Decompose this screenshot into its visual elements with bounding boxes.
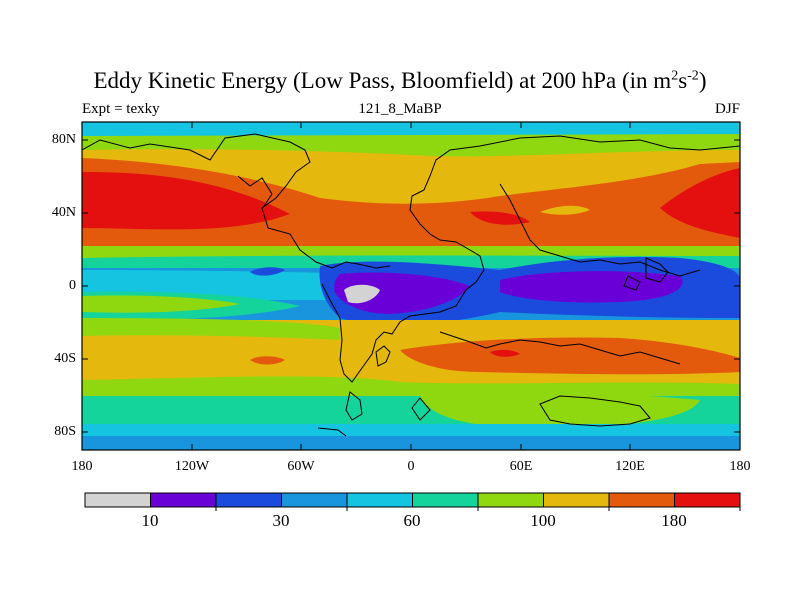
colorbar-label-10: 10 — [141, 511, 159, 530]
experiment-label: Expt = texky — [82, 101, 160, 117]
x-tick-180w: 180 — [71, 459, 93, 474]
y-tick-40s: 40S — [54, 351, 76, 366]
x-tick-180e: 180 — [729, 459, 751, 474]
x-tick-60w: 60W — [287, 459, 315, 474]
colorbar-swatch — [543, 492, 610, 508]
map-title: Eddy Kinetic Energy (Low Pass, Bloomfiel… — [93, 68, 707, 93]
x-tick-60e: 60E — [509, 459, 533, 474]
x-tick-120w: 120W — [174, 459, 210, 474]
colorbar-label-30: 30 — [272, 511, 290, 530]
colorbar-ticks — [215, 507, 741, 511]
coastlines — [82, 133, 740, 437]
axis-ticks — [81, 122, 741, 450]
colorbar-swatch — [150, 492, 217, 508]
colorbar-swatch — [281, 492, 348, 508]
colorbar-swatch — [346, 492, 413, 508]
x-tick-120e: 120E — [615, 459, 645, 474]
y-tick-80n: 80N — [51, 132, 76, 147]
x-tick-0: 0 — [407, 459, 415, 474]
colorbar-label-100: 100 — [530, 511, 556, 530]
season-label: DJF — [714, 101, 740, 117]
y-tick-0: 0 — [69, 278, 76, 293]
colorbar-label-180: 180 — [661, 511, 687, 530]
colorbar-label-60: 60 — [403, 511, 421, 530]
colorbar-swatch — [674, 492, 741, 508]
y-tick-80s: 80S — [54, 424, 76, 439]
colorbar-swatch — [215, 492, 282, 508]
colorbar-swatch — [412, 492, 479, 508]
colorbar-swatch — [477, 492, 544, 508]
y-tick-40n: 40N — [51, 205, 76, 220]
case-label: 121_8_MaBP — [358, 101, 442, 117]
colorbar-swatch — [608, 492, 675, 508]
colorbar — [84, 492, 741, 508]
colorbar-swatch — [84, 492, 151, 508]
contour-field — [82, 122, 740, 450]
